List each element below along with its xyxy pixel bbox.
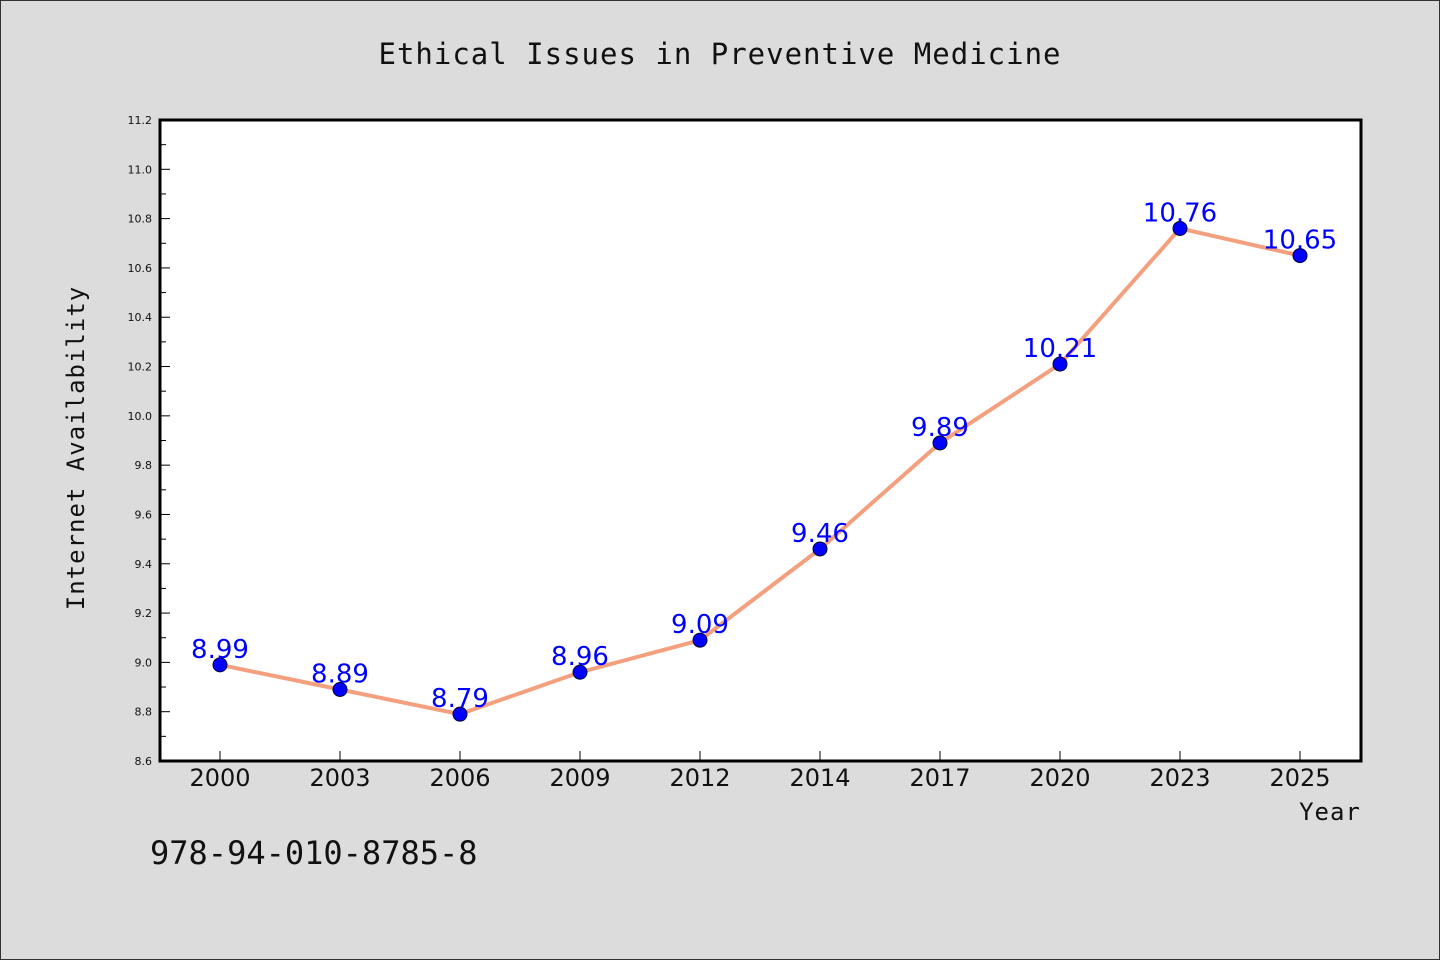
y-tick-label: 10.4	[128, 311, 153, 324]
x-tick-label: 2003	[309, 764, 370, 792]
data-point-label: 10.76	[1143, 198, 1217, 228]
y-tick-label: 10.6	[128, 262, 153, 275]
x-tick-label: 2000	[189, 764, 250, 792]
data-point-marker	[692, 632, 708, 648]
data-point-label: 10.21	[1023, 334, 1097, 364]
data-point-marker	[1172, 220, 1188, 236]
plot-frame	[158, 118, 1363, 763]
data-point-label: 8.79	[431, 684, 489, 714]
y-tick-label: 9.4	[135, 558, 153, 571]
x-tick-label: 2020	[1029, 764, 1090, 792]
y-tick-label: 11.2	[128, 114, 153, 127]
x-tick-label: 2012	[669, 764, 730, 792]
x-tick-label: 2023	[1149, 764, 1210, 792]
y-axis-label: Internet Availability	[62, 286, 90, 610]
isbn-code: 978-94-010-8785-8	[150, 834, 478, 872]
x-tick-label: 2009	[549, 764, 610, 792]
data-point-label: 9.89	[911, 413, 969, 443]
x-tick-label: 2017	[909, 764, 970, 792]
plot-area	[160, 120, 1361, 761]
data-point-label: 8.99	[191, 635, 249, 665]
y-axis-ticks: 8.6 8.8 9.0 9.2 9.4 9.6 9.8 10.0 10.2 10.4 10.6 10.…	[128, 114, 170, 768]
chart-title: Ethical Issues in Preventive Medicine	[378, 37, 1061, 71]
y-tick-label: 9.6	[135, 508, 153, 521]
y-tick-label: 8.8	[135, 706, 153, 719]
data-point-marker	[932, 435, 948, 451]
data-point-marker	[812, 541, 828, 557]
data-point-marker	[332, 682, 348, 698]
x-tick-label: 2025	[1269, 764, 1330, 792]
y-tick-label: 11.0	[128, 163, 153, 176]
data-point-label: 8.96	[551, 642, 609, 672]
y-tick-label: 9.0	[135, 656, 153, 669]
data-labels: 8.99 8.89 8.79 8.96 9.09 9.46 9.89 10.21 10.76 10…	[191, 198, 1337, 714]
data-point-label: 8.89	[311, 660, 369, 690]
data-markers	[212, 220, 1308, 722]
data-point-label: 10.65	[1263, 226, 1337, 256]
data-point-marker	[212, 657, 228, 673]
y-tick-label: 10.8	[128, 213, 153, 226]
data-point-label: 9.09	[671, 610, 729, 640]
y-tick-label: 9.2	[135, 607, 153, 620]
x-axis-label: Year	[1299, 798, 1361, 826]
data-point-marker	[452, 706, 468, 722]
series-line	[219, 226, 1301, 717]
data-point-marker	[572, 664, 588, 680]
data-point-marker	[1292, 248, 1308, 264]
data-point-marker	[1052, 356, 1068, 372]
data-point-label: 9.46	[791, 519, 849, 549]
y-tick-label: 10.0	[128, 410, 153, 423]
y-tick-label: 9.8	[135, 459, 153, 472]
x-tick-label: 2014	[789, 764, 850, 792]
x-tick-label: 2006	[429, 764, 490, 792]
y-tick-label: 8.6	[135, 755, 153, 768]
x-axis-ticks: 2000 2003 2006 2009 2012 2014 2017 2020 2023 2025	[189, 751, 1331, 792]
y-tick-label: 10.2	[128, 361, 153, 374]
